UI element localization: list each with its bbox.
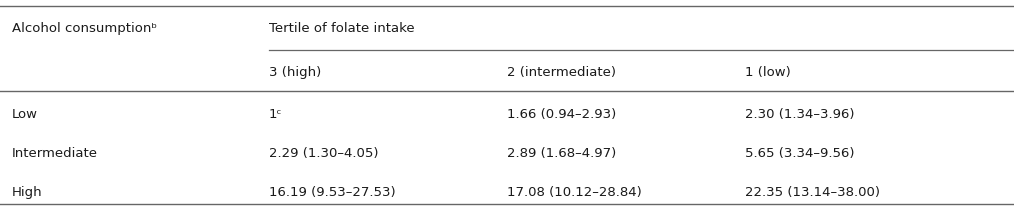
Text: Tertile of folate intake: Tertile of folate intake: [269, 22, 415, 35]
Text: 1ᶜ: 1ᶜ: [269, 108, 282, 121]
Text: Alcohol consumptionᵇ: Alcohol consumptionᵇ: [12, 22, 157, 35]
Text: 22.35 (13.14–38.00): 22.35 (13.14–38.00): [745, 186, 880, 199]
Text: 3 (high): 3 (high): [269, 66, 321, 79]
Text: High: High: [12, 186, 43, 199]
Text: 1 (low): 1 (low): [745, 66, 791, 79]
Text: 2.29 (1.30–4.05): 2.29 (1.30–4.05): [269, 147, 378, 160]
Text: 5.65 (3.34–9.56): 5.65 (3.34–9.56): [745, 147, 855, 160]
Text: Intermediate: Intermediate: [12, 147, 98, 160]
Text: 2.89 (1.68–4.97): 2.89 (1.68–4.97): [507, 147, 617, 160]
Text: 2 (intermediate): 2 (intermediate): [507, 66, 615, 79]
Text: 16.19 (9.53–27.53): 16.19 (9.53–27.53): [269, 186, 395, 199]
Text: Low: Low: [12, 108, 39, 121]
Text: 2.30 (1.34–3.96): 2.30 (1.34–3.96): [745, 108, 855, 121]
Text: 1.66 (0.94–2.93): 1.66 (0.94–2.93): [507, 108, 617, 121]
Text: 17.08 (10.12–28.84): 17.08 (10.12–28.84): [507, 186, 642, 199]
